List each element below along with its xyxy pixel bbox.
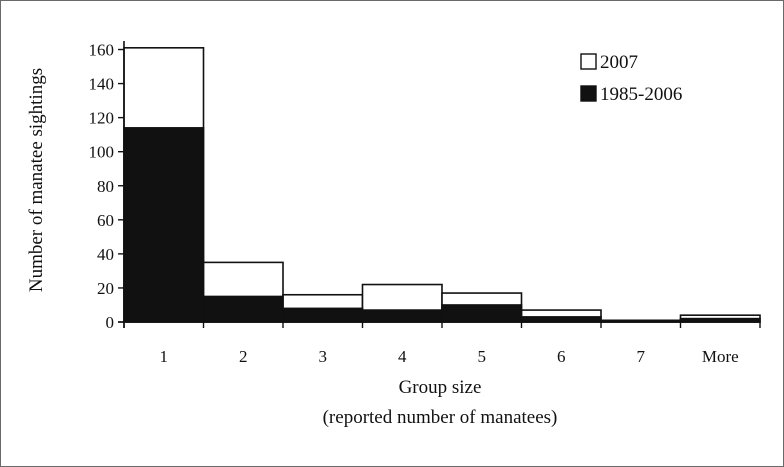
y-tick-label: 20 <box>97 279 114 298</box>
y-tick-label: 40 <box>97 245 114 264</box>
x-tick-label: 6 <box>557 347 566 366</box>
x-axis-title: Group size <box>399 377 482 398</box>
x-tick-label: 3 <box>319 347 328 366</box>
y-tick-label: 160 <box>89 41 115 60</box>
y-ticks-layer: 0 20 40 60 80 100 120 140 160 <box>89 41 124 332</box>
y-tick-label: 100 <box>89 143 115 162</box>
bar-1985-2006-2 <box>202 295 284 323</box>
y-tick-label: 80 <box>97 177 114 196</box>
bars-layer <box>123 47 761 323</box>
legend: 2007 1985-2006 <box>580 52 682 105</box>
x-tick-label: 2 <box>239 347 248 366</box>
x-ticks-layer: 1 2 3 4 5 6 7 More <box>123 322 761 366</box>
legend-label-1985-2006: 1985-2006 <box>600 84 682 105</box>
x-tick-label: 4 <box>398 347 407 366</box>
x-tick-label: 7 <box>637 347 646 366</box>
x-axis-subtitle: (reported number of manatees) <box>323 407 558 428</box>
x-tick-label: 1 <box>160 347 169 366</box>
y-tick-label: 0 <box>106 313 115 332</box>
bar-1985-2006-3 <box>282 307 364 323</box>
axes-layer <box>118 41 760 328</box>
y-axis-title: Number of manatee sightings <box>26 68 47 292</box>
bar-1985-2006-5 <box>441 304 523 323</box>
y-tick-label: 60 <box>97 211 114 230</box>
bar-1985-2006-1 <box>123 127 205 323</box>
legend-item-2007: 2007 <box>580 52 638 73</box>
x-tick-label: 5 <box>478 347 487 366</box>
y-tick-label: 140 <box>89 75 115 94</box>
legend-swatch-2007 <box>580 53 597 70</box>
x-tick-label: More <box>702 347 739 366</box>
legend-swatch-1985-2006 <box>580 85 597 102</box>
y-tick-label: 120 <box>89 109 115 128</box>
legend-label-2007: 2007 <box>600 52 638 73</box>
bar-1985-2006-4 <box>361 309 443 323</box>
legend-item-1985-2006: 1985-2006 <box>580 84 682 105</box>
